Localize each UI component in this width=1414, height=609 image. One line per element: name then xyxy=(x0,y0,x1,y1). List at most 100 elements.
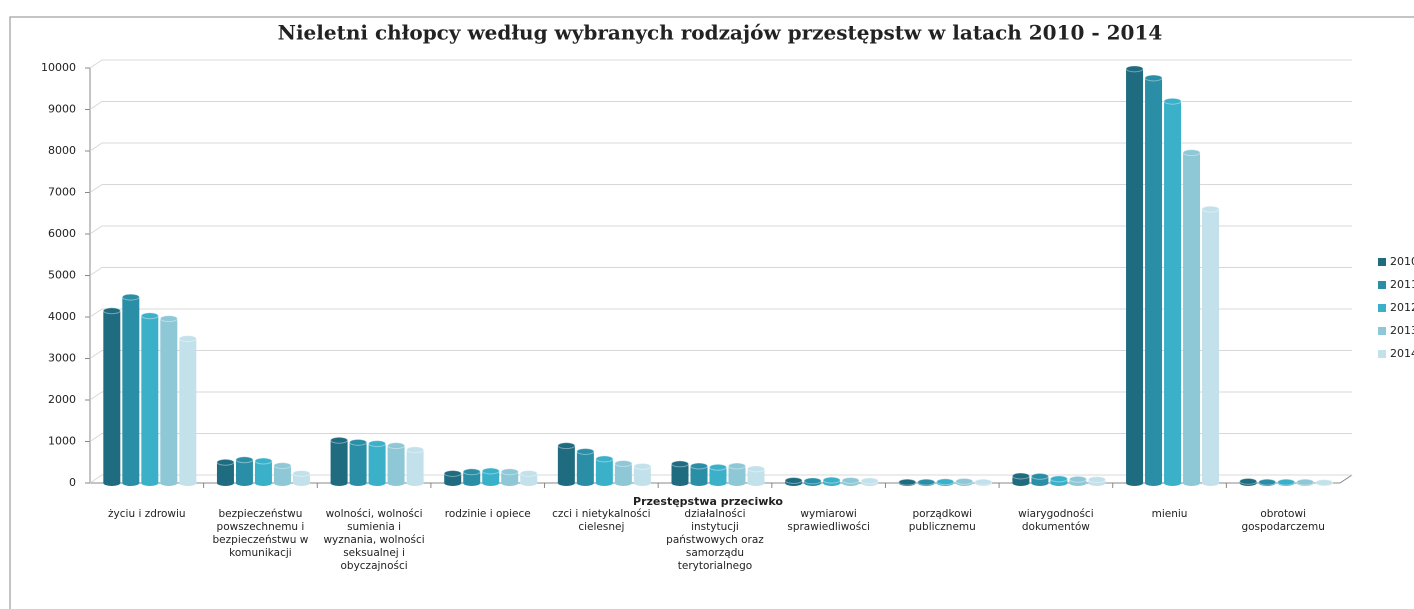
bar-cap xyxy=(121,293,140,301)
bar-cap xyxy=(841,477,860,485)
bar xyxy=(1202,209,1220,483)
bar-cap xyxy=(860,477,879,485)
bar-base xyxy=(273,480,291,486)
x-tick-label: porządkowi publicznemu xyxy=(908,508,976,533)
bar-cap xyxy=(102,307,121,315)
legend-label: 2010 xyxy=(1390,255,1414,268)
bar-cap xyxy=(557,442,576,450)
chart-title: Nieletni chłopcy według wybranych rodzaj… xyxy=(278,21,1163,45)
bar xyxy=(292,473,310,483)
y-tick-label: 1000 xyxy=(48,435,76,448)
bar xyxy=(709,467,727,483)
bar-cap xyxy=(1296,478,1315,486)
grid-line xyxy=(89,433,1352,442)
y-tick-label: 0 xyxy=(69,476,76,489)
x-tick-label: bezpieczeństwu powszechnemu i bezpieczeń… xyxy=(212,508,309,559)
bar-cap xyxy=(368,440,387,448)
bar-base xyxy=(501,480,519,486)
bar xyxy=(501,471,519,483)
bar-base xyxy=(1126,480,1144,486)
bar-cap xyxy=(936,478,955,486)
bar-base xyxy=(1164,480,1182,486)
bar-cap xyxy=(1277,478,1296,486)
bar-cap xyxy=(159,315,178,323)
bar-cap xyxy=(728,462,746,470)
bar xyxy=(633,466,651,483)
bar xyxy=(1183,152,1201,483)
grid-line xyxy=(89,225,1352,235)
bar-cap xyxy=(784,477,803,485)
bar xyxy=(1145,77,1163,484)
bar-base xyxy=(671,480,689,486)
x-tick-label: rodzinie i opiece xyxy=(444,508,531,520)
bar-cap xyxy=(235,456,254,464)
bar-cap xyxy=(614,459,633,467)
grid-line xyxy=(89,350,1352,359)
legend-swatch xyxy=(1378,258,1386,266)
y-tick-label: 2000 xyxy=(48,393,76,406)
bar xyxy=(520,473,538,483)
legend-label: 2011 xyxy=(1390,278,1414,291)
y-tick-label: 6000 xyxy=(48,227,76,240)
bar-cap xyxy=(1049,475,1068,483)
bar-cap xyxy=(576,447,595,455)
bar-base xyxy=(387,480,405,486)
bar xyxy=(273,465,291,483)
bar-base xyxy=(368,480,386,486)
x-label-box: porządkowi publicznemu xyxy=(908,508,976,533)
legend-label: 2014 xyxy=(1390,347,1414,360)
bar xyxy=(179,338,197,483)
bar-base xyxy=(1050,480,1068,486)
grid-line xyxy=(89,474,1352,484)
bar xyxy=(482,470,500,483)
bar-base xyxy=(103,480,121,486)
bar-cap xyxy=(406,446,425,454)
bar-cap xyxy=(500,468,519,476)
bar-base xyxy=(349,480,367,486)
bar-cap xyxy=(1030,472,1049,480)
x-tick-label: wolności, wolności sumienia i wyznania, … xyxy=(323,508,425,572)
x-tick-label: mieniu xyxy=(1151,508,1188,520)
bar-base xyxy=(709,480,727,486)
bar xyxy=(1012,475,1030,483)
bar xyxy=(690,465,708,483)
bar-base xyxy=(1202,480,1220,486)
bar-cap xyxy=(519,469,538,477)
bar xyxy=(387,445,405,483)
x-label-box: rodzinie i opiece xyxy=(444,508,531,520)
bar xyxy=(444,473,462,483)
x-label-box: wymiarowi sprawiedliwości xyxy=(787,508,870,533)
bar-base xyxy=(728,480,746,486)
bar-cap xyxy=(1182,149,1201,157)
bar-base xyxy=(444,480,462,486)
legend-label: 2013 xyxy=(1390,324,1414,337)
bar xyxy=(216,462,234,483)
bar xyxy=(747,468,765,483)
y-tick-label: 5000 xyxy=(48,269,76,282)
bar xyxy=(160,318,178,483)
bar-cap xyxy=(387,442,406,450)
bar-cap xyxy=(898,478,917,486)
bar-cap xyxy=(1087,476,1106,484)
bar-cap xyxy=(633,462,652,470)
bar-cap xyxy=(595,455,614,463)
x-label-box: obrotowi gospodarczemu xyxy=(1241,508,1325,533)
bar-cap xyxy=(330,436,349,444)
grid-line xyxy=(89,391,1352,401)
y-tick-label: 9000 xyxy=(48,103,76,116)
bar-base xyxy=(122,480,140,486)
bar-cap xyxy=(955,477,974,485)
bar xyxy=(1031,476,1049,483)
legend-swatch xyxy=(1378,304,1386,312)
bar-base xyxy=(463,480,481,486)
y-tick-label: 10000 xyxy=(41,61,76,74)
bar-base xyxy=(614,480,632,486)
legend-swatch xyxy=(1378,350,1386,358)
x-tick-label: obrotowi gospodarczemu xyxy=(1241,508,1325,533)
bar xyxy=(614,463,632,483)
bar xyxy=(368,443,386,483)
y-tick-label: 7000 xyxy=(48,186,76,199)
bar-base xyxy=(1031,480,1049,486)
